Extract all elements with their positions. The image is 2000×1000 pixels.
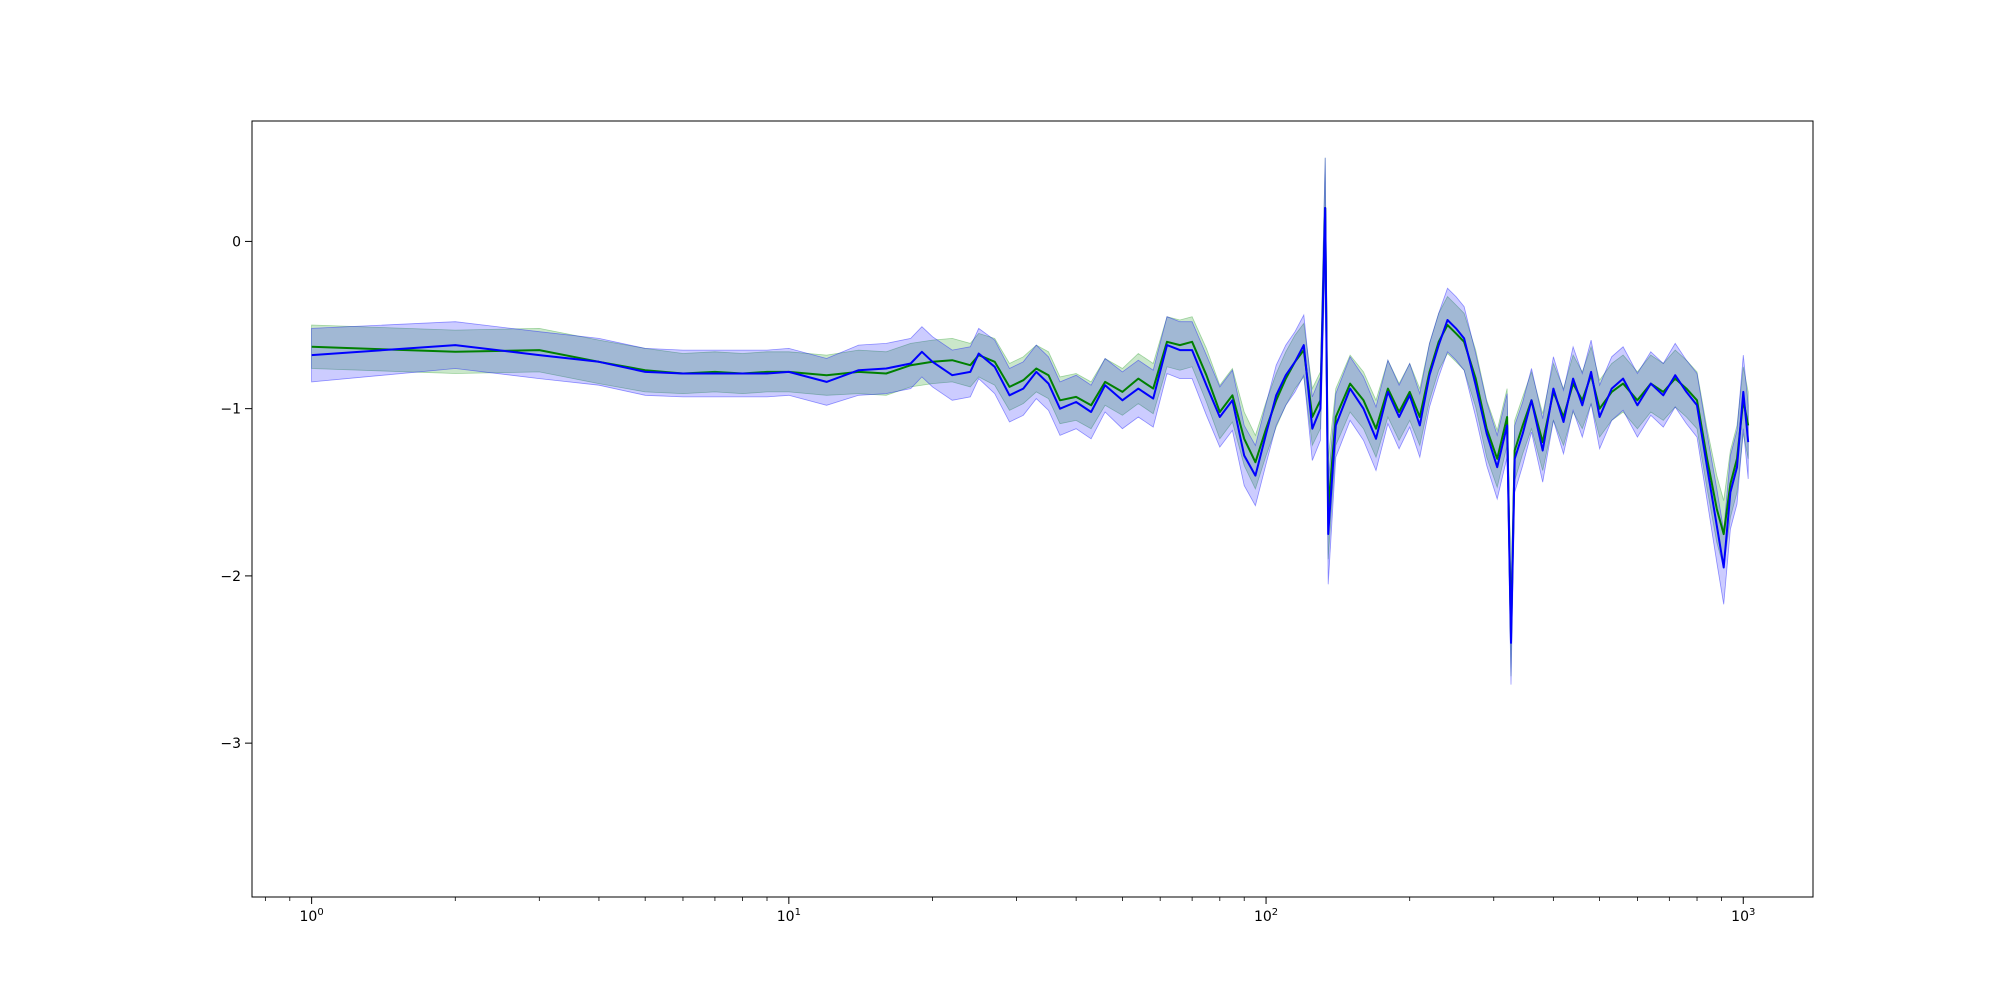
- x-tick-label-exponent: 1: [795, 907, 801, 918]
- y-axis: 0 −1 −2 −3: [220, 234, 252, 752]
- x-tick-label: 100: [300, 907, 324, 925]
- y-tick-label: −2: [220, 569, 241, 585]
- x-tick-label: 103: [1731, 907, 1755, 925]
- x-tick-label-exponent: 0: [317, 907, 323, 918]
- x-tick-label: 102: [1254, 907, 1278, 925]
- band-series-1: [311, 157, 1749, 677]
- y-tick-label: −1: [220, 402, 241, 418]
- plot-frame: [251, 120, 1814, 898]
- band-series-2: [311, 157, 1749, 685]
- y-tick-label: −3: [220, 736, 241, 752]
- y-tick-label: 0: [232, 234, 241, 250]
- x-axis: 100 101 102 103: [264, 897, 1755, 925]
- x-tick-label-base: 10: [1254, 909, 1272, 925]
- line-series-2: [311, 207, 1750, 644]
- x-tick-label-base: 10: [1731, 909, 1749, 925]
- x-tick-label-base: 10: [777, 909, 795, 925]
- x-tick-label-base: 10: [300, 909, 318, 925]
- x-tick-label: 101: [777, 907, 801, 925]
- series-lines: [311, 207, 1750, 644]
- x-tick-label-exponent: 2: [1272, 907, 1278, 918]
- confidence-bands: [311, 157, 1749, 685]
- x-tick-label-exponent: 3: [1749, 907, 1755, 918]
